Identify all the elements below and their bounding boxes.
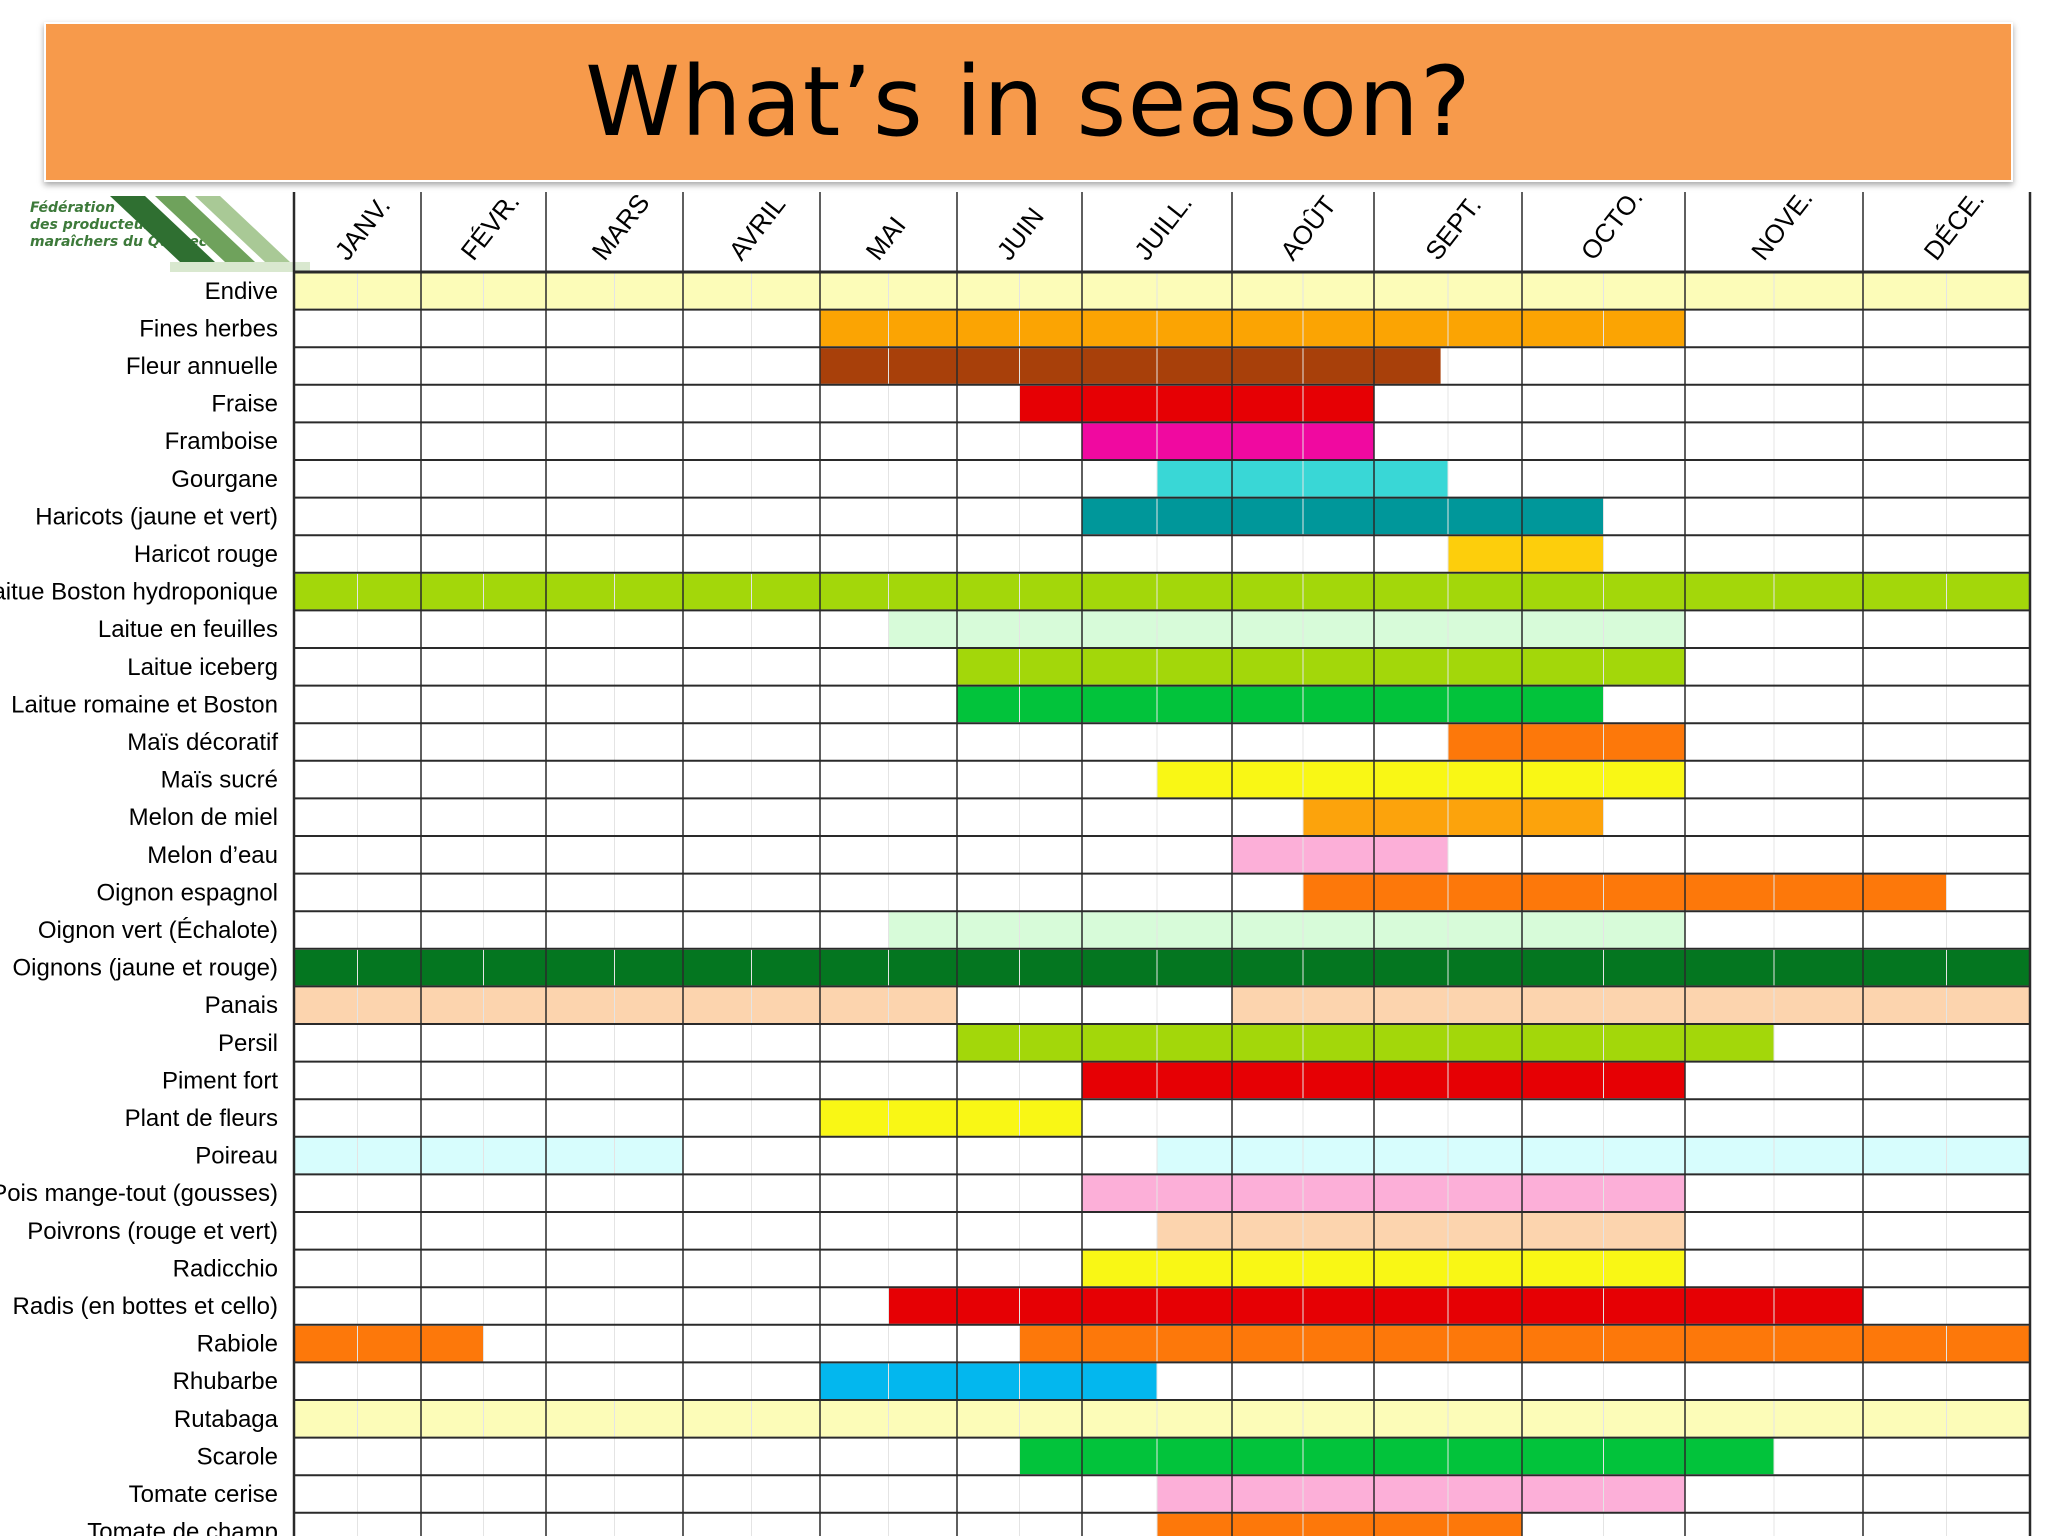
season-bar: [294, 949, 2030, 986]
season-bar: [820, 348, 1441, 384]
row-label: Piment fort: [162, 1067, 278, 1094]
row-label: Endive: [205, 278, 278, 305]
row-label: Tomate cerise: [129, 1481, 278, 1508]
season-bar: [820, 310, 1685, 347]
season-bar: [294, 273, 2030, 309]
season-bar: [1448, 536, 1604, 572]
month-label: MARS: [586, 188, 656, 266]
row-label: Haricot rouge: [134, 541, 278, 568]
month-label: OCTO.: [1575, 183, 1649, 266]
row-label: Tomate de champ: [87, 1519, 278, 1536]
row-label: Radicchio: [173, 1255, 278, 1282]
season-bar: [294, 1325, 484, 1362]
federation-logo: Fédération des producteurs maraîchers du…: [30, 192, 310, 272]
month-label: AOÛT: [1274, 190, 1342, 265]
month-label: NOVE.: [1745, 183, 1818, 265]
season-bar: [1082, 1062, 1685, 1099]
row-label: Rabiole: [197, 1331, 278, 1358]
season-bar: [888, 1288, 1863, 1324]
season-bar: [1232, 837, 1448, 873]
row-label: Oignon espagnol: [97, 879, 278, 906]
season-bar: [820, 1363, 1157, 1399]
season-bar: [1157, 1213, 1685, 1249]
row-label: Maïs décoratif: [127, 729, 278, 756]
row-label: Poireau: [195, 1143, 278, 1170]
season-bar: [1019, 1325, 2030, 1362]
row-label: Laitue Boston hydroponique: [0, 579, 278, 606]
row-label: Maïs sucré: [161, 767, 278, 794]
season-bar: [820, 1100, 1082, 1136]
row-label: Laitue iceberg: [127, 654, 278, 681]
season-bar: [294, 987, 957, 1023]
row-label: Fines herbes: [139, 315, 278, 342]
page-title: What’s in season?: [585, 46, 1472, 158]
row-label: Pois mange-tout (gousses): [0, 1180, 278, 1207]
season-bar: [957, 1025, 1774, 1061]
month-label: JUILL.: [1128, 188, 1198, 266]
row-label: Plant de fleurs: [125, 1105, 278, 1132]
row-label: Laitue romaine et Boston: [11, 691, 278, 718]
row-label: Fleur annuelle: [126, 353, 278, 380]
row-label: Scarole: [197, 1443, 278, 1470]
season-bar: [1082, 1250, 1685, 1287]
month-label: DÉCE.: [1918, 185, 1991, 266]
row-label: Fraise: [211, 391, 278, 418]
season-bar: [957, 686, 1604, 723]
season-bar: [1448, 724, 1685, 760]
season-bar: [294, 1401, 2030, 1437]
logo-stripes-icon: [110, 196, 310, 272]
row-label: Gourgane: [171, 466, 278, 493]
season-bar: [1019, 385, 1374, 422]
season-bar: [888, 912, 1685, 948]
month-label: SEPT.: [1419, 190, 1487, 265]
season-bar: [1082, 423, 1374, 459]
row-label: Melon de miel: [129, 804, 278, 831]
season-bar: [1303, 874, 1947, 911]
row-label: Rhubarbe: [173, 1368, 278, 1395]
season-bar: [888, 611, 1685, 647]
month-label: MAI: [860, 211, 912, 266]
title-banner: What’s in season?: [44, 22, 2013, 182]
month-label: FÉVR.: [455, 187, 526, 266]
season-bar: [1082, 1175, 1685, 1211]
row-label: Laitue en feuilles: [98, 616, 278, 643]
row-label: Radis (en bottes et cello): [13, 1293, 278, 1320]
season-bar: [1303, 799, 1604, 835]
row-label: Panais: [205, 992, 278, 1019]
season-bar: [957, 649, 1685, 685]
row-label: Rutabaga: [174, 1406, 279, 1433]
row-label: Melon d’eau: [147, 842, 278, 869]
month-label: JUIN: [991, 202, 1050, 266]
season-bar: [1157, 1513, 1522, 1536]
logo-text: Fédération des producteurs maraîchers du…: [30, 200, 207, 250]
row-label: Framboise: [165, 428, 278, 455]
row-label: Oignon vert (Échalote): [38, 917, 278, 944]
season-bar: [294, 1137, 683, 1174]
season-bar: [1157, 1137, 2030, 1174]
season-bar: [1019, 1438, 1774, 1475]
row-label: Oignons (jaune et rouge): [13, 955, 279, 982]
season-bar: [1157, 761, 1685, 798]
season-bar: [1082, 498, 1604, 535]
month-label: JANV.: [329, 191, 397, 266]
season-bar: [294, 573, 2030, 610]
season-bar: [1232, 987, 2030, 1023]
row-label: Haricots (jaune et vert): [35, 503, 278, 530]
row-label: Persil: [218, 1030, 278, 1057]
season-bar: [1157, 1476, 1685, 1512]
row-label: Poivrons (rouge et vert): [27, 1218, 278, 1245]
month-label: AVRIL: [723, 190, 792, 266]
